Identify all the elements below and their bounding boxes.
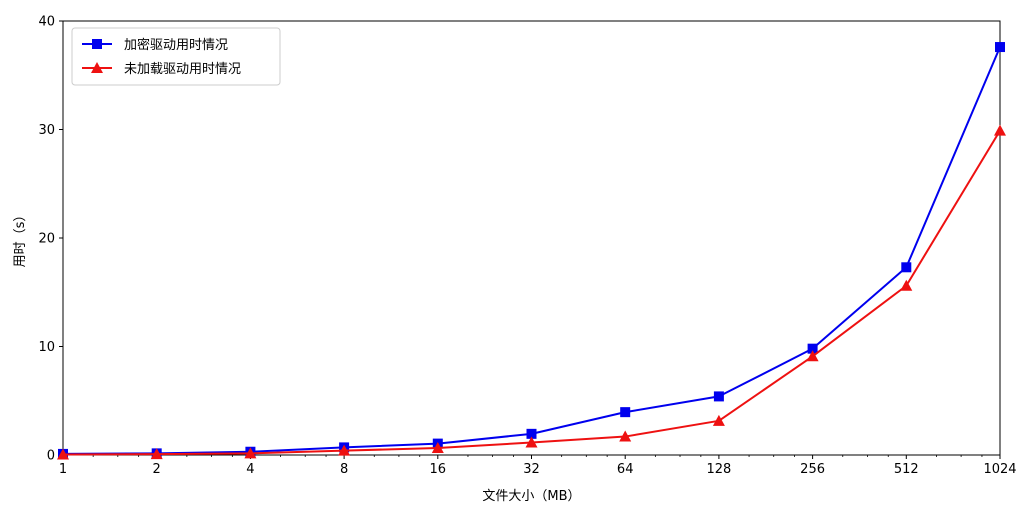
x-tick-label: 8 [340,462,348,477]
data-point [526,428,537,439]
data-point [57,448,69,460]
data-point [338,444,351,456]
x-tick-label: 16 [430,462,447,477]
data-point [712,414,725,426]
y-tick-label: 20 [38,232,55,247]
series-layer [57,42,1006,460]
data-point [807,343,818,354]
y-tick-label: 30 [38,123,55,138]
y-tick-label: 40 [38,15,55,30]
x-tick-label: 1024 [983,462,1016,477]
data-point [431,441,444,453]
legend-label: 未加载驱动用时情况 [124,62,241,77]
legend-label: 加密驱动用时情况 [124,37,228,53]
y-axis-label: 用时（s） [13,209,28,268]
series-2 [57,124,1006,460]
y-tick-label: 0 [47,449,55,464]
data-point [995,42,1005,53]
x-axis: 1 2 4 8 16 32 64 128 256 512 1024 [59,455,1017,477]
x-tick-label: 128 [706,462,731,477]
plot-area [62,20,1001,456]
x-tick-label: 4 [246,462,254,477]
y-axis: 0 10 20 30 40 [38,15,63,464]
x-tick-label: 32 [523,462,540,477]
legend-marker [91,62,103,73]
data-point [713,391,724,402]
x-tick-label: 1 [59,462,67,477]
y-tick-label: 10 [38,340,55,355]
data-point [994,124,1006,136]
x-tick-label: 2 [153,462,161,477]
data-point [806,350,819,362]
x-tick-label: 512 [894,462,919,477]
data-point [901,262,912,273]
data-point [900,279,913,291]
plot-frame [62,20,1001,456]
legend-box [71,27,281,86]
data-point [619,430,632,442]
x-tick-label: 256 [800,462,825,477]
x-tick-label: 64 [617,462,634,477]
legend-marker [92,39,102,49]
data-point [244,447,257,459]
data-point [620,407,631,418]
x-axis-label: 文件大小（MB） [482,489,580,504]
data-point [150,448,163,460]
data-point [525,436,538,448]
